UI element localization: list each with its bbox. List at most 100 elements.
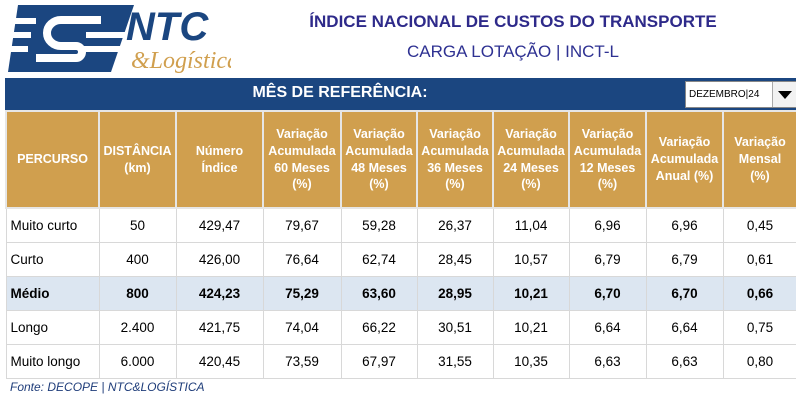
column-header-line: Acumulada [573, 143, 642, 158]
column-header-line: PERCURSO [17, 152, 88, 167]
reference-bar: MÊS DE REFERÊNCIA: DEZEMBRO|24 [5, 78, 796, 110]
column-header-line: (%) [750, 168, 770, 183]
table-cell: 6,64 [568, 309, 647, 345]
table-row: Longo 2.400 421,75 74,04 66,22 30,51 10,21 6,64… [5, 309, 796, 345]
table-cell: 6,70 [645, 275, 724, 311]
table-cell: 10,35 [492, 343, 570, 379]
table-cell: 0,66 [722, 275, 796, 311]
table-cell: 63,60 [340, 275, 418, 311]
table-cell: 0,75 [722, 309, 796, 345]
table-cell: 76,64 [262, 241, 342, 277]
column-header-line: DISTÂNCIA [103, 143, 172, 158]
table-cell: 2.400 [98, 309, 177, 345]
dropdown-button[interactable] [772, 82, 796, 107]
table-cell: 73,59 [262, 343, 342, 379]
table-cell: 6,63 [645, 343, 724, 379]
table-row: Médio 800 424,23 75,29 63,60 28,95 10,21 6,70 6,… [5, 275, 796, 311]
column-header-line: 60 Meses [274, 160, 330, 175]
table-cell: Longo [5, 309, 100, 345]
column-header: PERCURSO [5, 110, 100, 209]
table-cell: 10,57 [492, 241, 570, 277]
table-cell: 6,79 [645, 241, 724, 277]
column-header-line: 36 Meses [427, 160, 483, 175]
column-header-line: Acumulada [497, 143, 565, 158]
column-header-line: Variação [429, 126, 481, 141]
table-cell: 424,23 [175, 275, 264, 311]
column-header-line: 24 Meses [503, 160, 559, 175]
ntc-logo: NTC &Logística [6, 2, 239, 74]
month-select[interactable]: DEZEMBRO|24 [685, 81, 796, 108]
column-header: Variação Acumulada 60 Meses (%) [262, 110, 342, 209]
table-cell: 6,96 [645, 207, 724, 243]
table-cell: 50 [98, 207, 177, 243]
table-cell: 79,67 [262, 207, 342, 243]
table-cell: 30,51 [416, 309, 494, 345]
table-cell: 62,74 [340, 241, 418, 277]
column-header-line: 48 Meses [351, 160, 407, 175]
table-cell: Muito curto [5, 207, 100, 243]
page-subtitle: CARGA LOTAÇÃO | INCT-L [407, 42, 619, 61]
table-cell: 28,95 [416, 275, 494, 311]
source-note: Fonte: DECOPE | NTC&LOGÍSTICA [10, 380, 205, 394]
table-cell: 6.000 [98, 343, 177, 379]
table-cell: 6,64 [645, 309, 724, 345]
column-header-line: (km) [124, 160, 151, 175]
table-cell: 420,45 [175, 343, 264, 379]
column-header-line: Acumulada [268, 143, 336, 158]
svg-text:NTC: NTC [126, 5, 209, 49]
table-cell: 75,29 [262, 275, 342, 311]
table-cell: 6,63 [568, 343, 647, 379]
table-cell: Curto [5, 241, 100, 277]
table-cell: 10,21 [492, 275, 570, 311]
month-select-value: DEZEMBRO|24 [689, 89, 760, 100]
column-header-line: Acumulada [345, 143, 413, 158]
column-header-line: Anual (%) [655, 168, 714, 183]
table-cell: 0,80 [722, 343, 796, 379]
column-header: Variação Acumulada 48 Meses (%) [340, 110, 418, 209]
column-header-line: Acumulada [421, 143, 489, 158]
column-header: Variação Acumulada Anual (%) [645, 110, 724, 209]
table-cell: 0,45 [722, 207, 796, 243]
table-cell: Médio [5, 275, 100, 311]
table-cell: 28,45 [416, 241, 494, 277]
table-cell: 421,75 [175, 309, 264, 345]
table-cell: Muito longo [5, 343, 100, 379]
table-cell: 426,00 [175, 241, 264, 277]
column-header-line: (%) [292, 177, 312, 192]
column-header-line: (%) [597, 177, 618, 192]
table-cell: 429,47 [175, 207, 264, 243]
table-cell: 59,28 [340, 207, 418, 243]
column-header: Número Índice [175, 110, 264, 209]
page-title: ÍNDICE NACIONAL DE CUSTOS DO TRANSPORTE [309, 12, 717, 31]
column-header-line: Mensal [738, 152, 782, 167]
column-header-line: Variação [581, 126, 634, 141]
column-header-line: (%) [521, 177, 541, 192]
column-header-line: (%) [445, 177, 465, 192]
table-row: Muito longo 6.000 420,45 73,59 67,97 31,55 10,… [5, 343, 796, 379]
column-header-line: Variação [276, 126, 328, 141]
table-cell: 10,21 [492, 309, 570, 345]
column-header: Variação Mensal (%) [722, 110, 796, 209]
column-header-line: Índice [201, 160, 238, 175]
table-cell: 800 [98, 275, 177, 311]
svg-text:&Logística: &Logística [131, 48, 231, 74]
table-cell: 67,97 [340, 343, 418, 379]
column-header: DISTÂNCIA (km) [98, 110, 177, 209]
table-cell: 0,61 [722, 241, 796, 277]
column-header-line: Variação [658, 135, 711, 150]
table-cell: 74,04 [262, 309, 342, 345]
table-cell: 66,22 [340, 309, 418, 345]
column-header: Variação Acumulada 36 Meses (%) [416, 110, 494, 209]
column-header-line: Variação [734, 135, 786, 150]
table-cell: 400 [98, 241, 177, 277]
table-cell: 6,96 [568, 207, 647, 243]
table-cell: 31,55 [416, 343, 494, 379]
index-table: PERCURSO DISTÂNCIA (km) Número Índice Variaçã… [5, 110, 796, 379]
column-header-line: Variação [353, 126, 405, 141]
column-header-line: Número [195, 143, 244, 158]
chevron-down-icon [777, 90, 792, 99]
column-header-line: Variação [505, 126, 557, 141]
table-row: Curto 400 426,00 76,64 62,74 28,45 10,57 6,79 6,… [5, 241, 796, 277]
column-header: Variação Acumulada 24 Meses (%) [492, 110, 570, 209]
table-row: Muito curto 50 429,47 79,67 59,28 26,37 11,04 6… [5, 207, 796, 243]
